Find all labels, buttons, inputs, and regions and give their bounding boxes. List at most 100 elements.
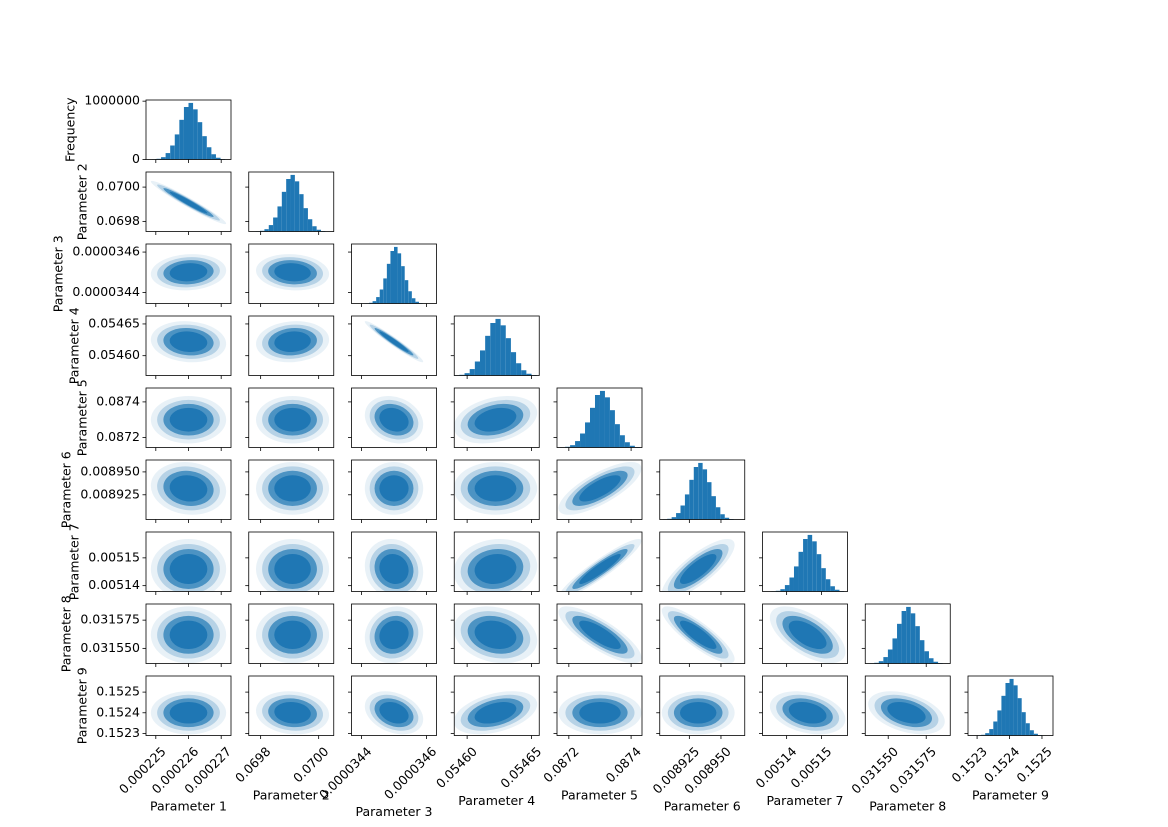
- y-tick-label: 0.1523: [96, 725, 140, 740]
- scatter-cloud: [379, 553, 409, 584]
- panel: [245, 315, 335, 379]
- scatter-cloud: [169, 620, 208, 650]
- histogram-bar: [993, 721, 998, 736]
- x-axis-label: Parameter 5: [561, 787, 638, 802]
- histogram-bar: [307, 219, 313, 232]
- panel-content: [868, 691, 945, 735]
- panel-frame: [248, 243, 335, 304]
- x-tick-label: 0.1523: [948, 744, 990, 786]
- scatter-cloud: [169, 407, 208, 432]
- panel-frame: [351, 459, 437, 520]
- panel: [348, 387, 437, 451]
- histogram-bar: [821, 568, 826, 592]
- panel: [245, 603, 335, 667]
- histogram-bar: [594, 395, 600, 448]
- histogram-bar: [188, 102, 194, 160]
- y-tick-label: 0: [132, 151, 140, 166]
- panel-content: [364, 462, 424, 515]
- histogram-bar: [901, 611, 907, 664]
- panel-content: [150, 691, 227, 735]
- x-tick-label: 0.05465: [497, 744, 544, 791]
- scatter-cloud: [169, 263, 208, 282]
- histogram-bar: [264, 229, 269, 232]
- histogram-bar: [614, 424, 620, 448]
- histogram-bar: [480, 350, 486, 376]
- x-axis-label: Parameter 6: [664, 799, 741, 814]
- histogram-bar: [590, 407, 595, 448]
- panel-frame: [351, 531, 437, 592]
- scatter-cloud: [274, 263, 311, 282]
- panel-frame: [967, 675, 1054, 736]
- histogram-bar: [989, 729, 994, 736]
- y-axis-label: Frequency: [62, 97, 77, 162]
- y-tick-label: 0.05465: [88, 315, 140, 330]
- panel-frame: [659, 459, 746, 520]
- x-axis-label: Parameter 1: [150, 799, 227, 814]
- histogram-bar: [390, 251, 394, 304]
- panel-frame: [556, 675, 643, 736]
- histogram-bar: [1021, 712, 1026, 736]
- histogram-bar: [386, 263, 391, 304]
- histogram-bar: [807, 534, 813, 592]
- histogram-bar: [585, 422, 591, 448]
- panel-frame: [762, 531, 848, 592]
- panel: [964, 675, 1054, 739]
- x-axis-label: Parameter 7: [767, 793, 844, 808]
- histogram-bar: [197, 122, 203, 160]
- histogram-bar: [485, 335, 491, 376]
- x-axis-label: Parameter 3: [356, 804, 433, 819]
- panel: [245, 531, 335, 595]
- histogram-bar: [376, 297, 380, 304]
- histogram-bar: [469, 369, 475, 376]
- histogram-bar: [394, 246, 398, 304]
- panel-content: [558, 462, 642, 515]
- panel-content: [364, 691, 424, 735]
- panel-content: [150, 395, 227, 444]
- panel: [553, 387, 643, 451]
- histogram-bar: [915, 626, 920, 664]
- panel-content: [661, 606, 735, 664]
- histogram-bar: [401, 266, 405, 304]
- histogram-bar: [211, 154, 216, 160]
- panel: [348, 603, 437, 667]
- panel: [348, 315, 437, 379]
- x-axis-label: Parameter 9: [972, 787, 1049, 802]
- panel: [142, 387, 232, 451]
- panel-frame: [762, 603, 848, 664]
- panel-content: [558, 606, 642, 664]
- panel: [656, 459, 746, 523]
- scatter-cloud: [274, 553, 311, 584]
- scatter-cloud: [474, 553, 517, 584]
- scatter-cloud: [474, 407, 517, 432]
- x-tick-label: 0.0000346: [381, 744, 439, 802]
- panel: [142, 675, 232, 739]
- panel-content: [256, 254, 330, 291]
- panel: [142, 531, 232, 595]
- panel-frame: [659, 603, 746, 664]
- histogram-bar: [170, 145, 175, 160]
- histogram-bar: [599, 390, 605, 448]
- histogram-bar: [202, 136, 207, 160]
- histogram-bar: [1025, 723, 1030, 736]
- panel-frame: [453, 459, 540, 520]
- panel-content: [558, 691, 642, 735]
- panel: [759, 675, 848, 739]
- scatter-cloud: [169, 553, 208, 584]
- histogram-bar: [290, 174, 295, 232]
- histogram-bar: [676, 513, 681, 520]
- panel: [450, 675, 540, 739]
- histogram-bar: [411, 298, 416, 304]
- panel-frame: [762, 675, 848, 736]
- y-tick-label: 0.008950: [80, 463, 140, 478]
- histogram-bar: [580, 433, 586, 448]
- panel: [450, 531, 540, 595]
- panel-content: [454, 691, 538, 735]
- panel: [553, 459, 643, 523]
- panel-frame: [556, 387, 643, 448]
- panel-frame: [351, 387, 437, 448]
- panel-frame: [659, 675, 746, 736]
- histogram-bar: [165, 153, 171, 160]
- histogram-bar: [510, 352, 517, 376]
- histogram-bar: [294, 181, 300, 232]
